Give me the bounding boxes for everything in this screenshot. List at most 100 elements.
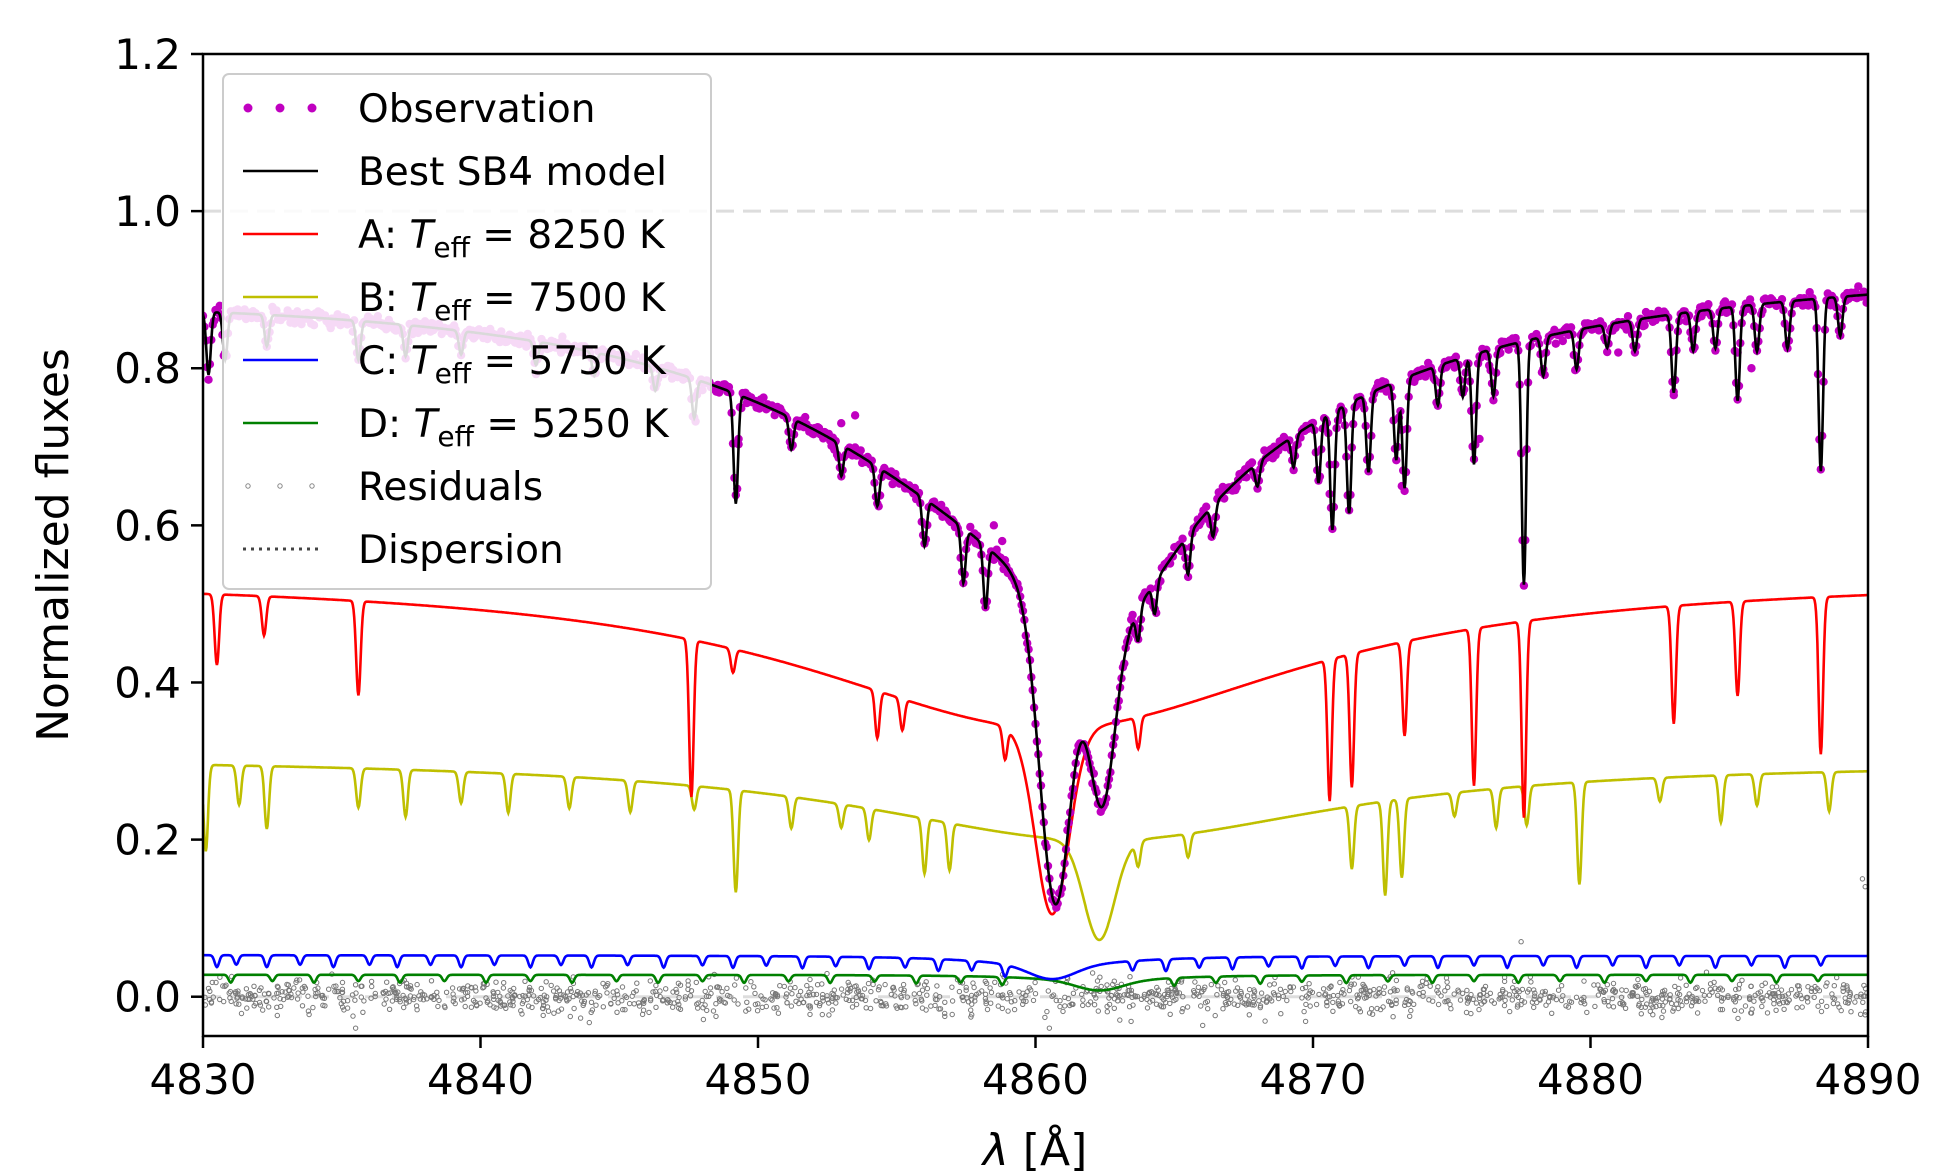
residual-point — [1748, 1010, 1754, 1016]
residual-point — [1367, 988, 1373, 994]
residual-point — [919, 1005, 926, 1011]
residual-point — [1335, 998, 1342, 1004]
observation-point — [1285, 436, 1294, 445]
residual-point — [1320, 986, 1327, 992]
residual-point — [1840, 988, 1846, 994]
residual-point — [663, 986, 669, 992]
residual-point — [1679, 1002, 1685, 1009]
residual-point — [813, 991, 820, 998]
residual-point — [1451, 991, 1457, 997]
residual-point — [306, 1011, 312, 1018]
residual-point — [1026, 985, 1033, 991]
observation-point — [801, 412, 810, 422]
residual-point — [1647, 1008, 1654, 1014]
residual-point — [792, 984, 798, 991]
residual-point — [1387, 999, 1394, 1005]
residual-point — [754, 1008, 761, 1014]
residual-point — [1560, 993, 1566, 999]
residual-point — [473, 1002, 480, 1008]
residual-point — [1466, 995, 1473, 1002]
residual-point — [904, 994, 910, 1000]
residual-point — [1659, 996, 1666, 1002]
residual-point — [657, 993, 663, 1000]
residual-point — [949, 984, 955, 990]
residual-point — [687, 993, 694, 999]
residual-point — [882, 981, 888, 988]
residual-point — [1764, 992, 1770, 999]
residual-point — [538, 985, 544, 992]
residual-point — [1423, 980, 1429, 986]
residual-point — [1634, 984, 1640, 990]
residual-point — [1080, 1002, 1086, 1009]
residual-point — [1757, 989, 1764, 995]
residual-point — [1482, 998, 1488, 1004]
residual-point — [1764, 1010, 1771, 1016]
residual-point — [1733, 986, 1739, 993]
residual-point — [1531, 1004, 1537, 1011]
residual-point — [209, 979, 216, 986]
residual-point — [213, 979, 219, 986]
residual-point — [984, 1006, 991, 1013]
residual-point — [456, 986, 463, 992]
legend-label: Dispersion — [358, 528, 564, 573]
y-tick-label: 1.0 — [114, 187, 181, 236]
residual-point — [1166, 987, 1172, 994]
observation-point — [1253, 484, 1262, 493]
observation-point — [1704, 300, 1713, 309]
residual-point — [1222, 979, 1228, 986]
residual-point — [724, 985, 730, 991]
residual-point — [1404, 985, 1411, 991]
residual-point — [1604, 982, 1611, 988]
residual-point — [1733, 993, 1739, 1000]
residual-point — [810, 991, 817, 998]
residual-point — [1831, 983, 1838, 989]
residual-point — [1362, 986, 1369, 992]
residual-point — [1005, 1008, 1011, 1014]
residual-point — [600, 980, 606, 987]
residual-point — [291, 985, 297, 991]
residual-point — [807, 976, 813, 983]
residual-point — [614, 991, 621, 998]
residual-point — [849, 1004, 856, 1010]
residual-point — [1739, 977, 1745, 983]
residual-point — [285, 982, 292, 988]
residual-point — [1195, 984, 1202, 990]
residual-point — [1004, 996, 1010, 1002]
residual-point — [1000, 995, 1006, 1001]
residual-point — [277, 996, 283, 1002]
observation-point — [1519, 581, 1529, 590]
residual-point — [564, 998, 570, 1004]
residual-point — [1581, 978, 1587, 984]
residual-point — [1709, 989, 1715, 995]
x-tick-label: 4850 — [705, 1055, 812, 1104]
residual-point — [1480, 986, 1487, 992]
residual-point — [568, 988, 574, 995]
residual-point — [1235, 1002, 1241, 1008]
residual-point — [912, 997, 918, 1004]
residual-point — [1161, 991, 1168, 998]
residual-point — [286, 993, 292, 1000]
residual-point — [646, 1009, 652, 1016]
residual-point — [210, 994, 217, 1000]
residual-point — [382, 988, 389, 995]
residual-point — [1313, 1001, 1320, 1008]
residual-point — [1718, 995, 1725, 1001]
residual-point — [1194, 991, 1200, 997]
residual-point — [1198, 1003, 1204, 1009]
residual-point — [548, 982, 554, 989]
residual-point — [1545, 999, 1552, 1005]
residual-point — [752, 990, 758, 997]
residual-point — [1049, 993, 1055, 999]
residual-point — [339, 1004, 346, 1010]
residual-point — [358, 994, 364, 1000]
residual-point — [1598, 988, 1605, 994]
residual-point — [641, 997, 647, 1003]
residual-point — [1278, 1011, 1284, 1017]
residual-point — [865, 980, 872, 987]
residual-point — [1719, 998, 1725, 1004]
residual-point — [1062, 994, 1068, 1000]
residual-point — [1601, 996, 1607, 1003]
residual-point — [468, 1004, 475, 1010]
residual-point — [710, 1008, 717, 1014]
residual-point — [1167, 1000, 1173, 1007]
